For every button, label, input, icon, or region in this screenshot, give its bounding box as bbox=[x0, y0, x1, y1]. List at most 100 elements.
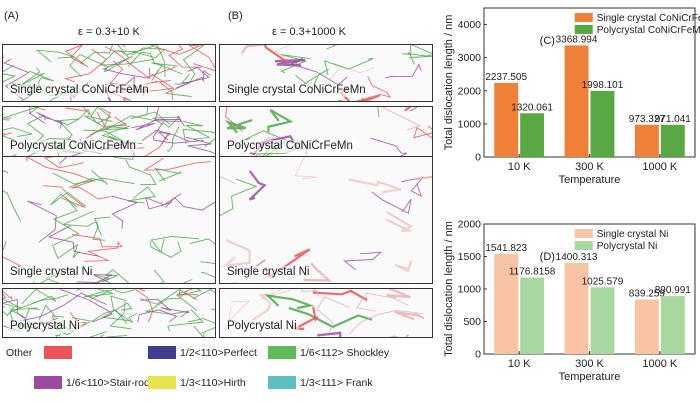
dislocation-line bbox=[134, 289, 154, 323]
y-tick-label: 4000 bbox=[458, 19, 482, 31]
panel-label-a: (A) bbox=[4, 10, 19, 22]
dislocation-line bbox=[105, 45, 130, 73]
dislocation-line bbox=[113, 157, 134, 160]
dislocation-line bbox=[329, 62, 375, 80]
dislocation-line bbox=[248, 170, 267, 201]
dislocation-line bbox=[36, 111, 64, 129]
x-axis-label: Temperature bbox=[559, 174, 621, 186]
dislocation-line bbox=[3, 190, 21, 222]
dislocation-line bbox=[371, 191, 412, 214]
x-tick-label: 1000 K bbox=[642, 358, 678, 370]
dislocation-line bbox=[154, 167, 183, 182]
dislocation-line bbox=[264, 294, 315, 310]
dislocation-line bbox=[58, 118, 79, 146]
snapshot-panel-label: Single crystal Ni bbox=[225, 266, 312, 279]
dislocation-line bbox=[58, 157, 68, 165]
strain-title-a: ε = 0.3+10 K bbox=[78, 26, 140, 38]
dislocation-line bbox=[406, 52, 432, 65]
dislocation-line bbox=[33, 272, 60, 283]
dislocation-line bbox=[324, 58, 374, 76]
dislocation-line bbox=[294, 157, 317, 180]
dislocation-line bbox=[356, 292, 409, 312]
dislocation-line bbox=[20, 292, 107, 322]
dislocation-line bbox=[156, 45, 166, 77]
dislocation-line bbox=[263, 45, 287, 63]
panel-label-b: (B) bbox=[228, 10, 243, 22]
dislocation-line bbox=[79, 45, 113, 65]
dislocation-network bbox=[3, 157, 215, 283]
dislocation-line bbox=[228, 300, 251, 323]
dislocation-line bbox=[54, 108, 91, 122]
dislocation-line bbox=[127, 51, 183, 75]
bar-value-label: 1025.579 bbox=[582, 276, 624, 287]
bar bbox=[564, 45, 589, 157]
dislocation-line bbox=[88, 272, 110, 283]
bar bbox=[494, 253, 519, 354]
dislocation-line bbox=[288, 307, 373, 329]
dislocation-line bbox=[52, 243, 80, 259]
bar bbox=[590, 287, 615, 354]
dislocation-line bbox=[409, 107, 418, 112]
dislocation-line bbox=[25, 146, 60, 157]
dislocation-line bbox=[232, 281, 239, 283]
dislocation-line bbox=[146, 290, 188, 313]
dislocation-line bbox=[157, 131, 172, 145]
y-tick-label: 0 bbox=[475, 152, 481, 164]
dislocation-line bbox=[188, 45, 215, 71]
dislocation-line bbox=[153, 269, 193, 283]
dislocation-line bbox=[401, 176, 424, 198]
bar bbox=[590, 90, 615, 157]
dislocation-line bbox=[69, 53, 109, 78]
dislocation-line bbox=[224, 118, 253, 134]
dislocation-line bbox=[394, 260, 413, 273]
dislocation-line bbox=[168, 45, 202, 68]
legend-swatch bbox=[148, 376, 176, 389]
snapshot-panel-label: Single crystal Ni bbox=[8, 266, 95, 279]
dislocation-line bbox=[99, 50, 155, 66]
dislocation-line bbox=[104, 46, 176, 78]
dislocation-line bbox=[71, 309, 128, 324]
bar-value-label: 1541.823 bbox=[485, 243, 527, 254]
dislocation-line bbox=[3, 290, 13, 300]
bar-value-label: 1400.313 bbox=[556, 252, 598, 263]
snapshot-panel-label: Single crystal CoNiCrFeMn bbox=[8, 84, 151, 97]
dislocation-network bbox=[228, 289, 425, 337]
y-tick-label: 500 bbox=[463, 316, 481, 328]
dislocation-line bbox=[43, 185, 86, 208]
dislocation-line bbox=[85, 116, 128, 139]
dislocation-line bbox=[367, 76, 392, 98]
dislocation-line bbox=[185, 136, 215, 155]
dislocation-line bbox=[26, 157, 96, 182]
dislocation-line bbox=[152, 122, 204, 144]
dislocation-line bbox=[47, 225, 98, 257]
dislocation-line bbox=[289, 57, 348, 86]
bar bbox=[634, 299, 659, 354]
dislocation-line bbox=[326, 45, 338, 50]
dislocation-line bbox=[402, 45, 432, 58]
dislocation-line bbox=[182, 45, 205, 83]
snapshot-panel: Single crystal Ni bbox=[2, 156, 216, 284]
dislocation-network bbox=[220, 157, 432, 283]
dislocation-line bbox=[84, 242, 119, 262]
dislocation-line bbox=[84, 115, 154, 130]
dislocation-line bbox=[137, 309, 178, 323]
dislocation-line bbox=[280, 54, 311, 74]
bar-value-label: 2237.505 bbox=[485, 72, 527, 83]
chart-panel-label: (C) bbox=[540, 35, 555, 47]
dislocation-line bbox=[274, 58, 306, 67]
snapshot-panel: Polycrystal CoNiCrFeMn bbox=[2, 106, 216, 158]
dislocation-line bbox=[267, 108, 294, 133]
dislocation-line bbox=[370, 137, 408, 157]
dislocation-line bbox=[154, 45, 203, 55]
snapshot-panel: Polycrystal Ni bbox=[2, 288, 216, 338]
legend-swatch bbox=[574, 13, 593, 22]
dislocation-line bbox=[109, 295, 132, 330]
dislocation-line bbox=[110, 295, 138, 324]
dislocation-line bbox=[60, 289, 113, 323]
y-tick-label: 1500 bbox=[458, 251, 482, 263]
dislocation-line bbox=[174, 66, 210, 85]
dislocation-line bbox=[71, 234, 123, 248]
dislocation-line bbox=[210, 308, 215, 311]
dislocation-line bbox=[182, 128, 215, 144]
